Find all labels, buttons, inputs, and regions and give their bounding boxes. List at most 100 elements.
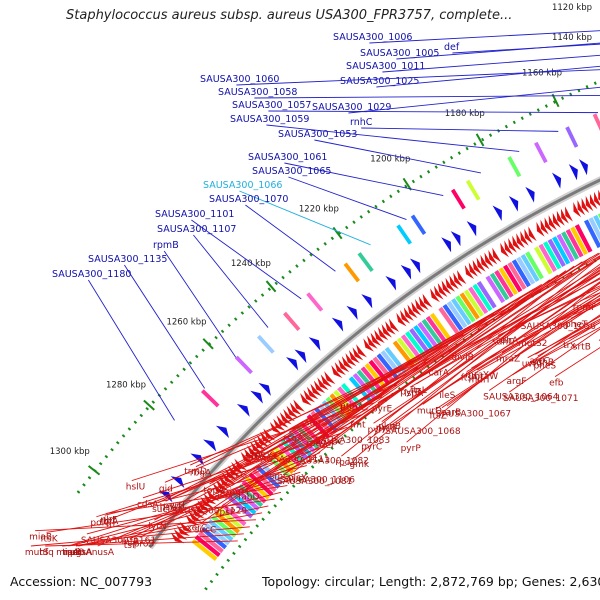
minus-gene-arrow <box>396 312 407 327</box>
minus-gene-arrow <box>476 257 486 272</box>
cog-block <box>352 372 376 399</box>
minus-gene-arrow <box>374 329 385 344</box>
minus-gene-label: lspA <box>404 389 424 399</box>
cog-block <box>227 495 254 519</box>
minus-gene-label: lytN <box>148 522 166 532</box>
minus-leader-line <box>471 288 600 369</box>
minus-leader-line <box>501 285 600 335</box>
tick-mark <box>87 465 101 476</box>
minus-gene-label: smc <box>270 472 288 482</box>
minus-gene-arrow <box>500 242 510 258</box>
minus-gene-label: sucD <box>152 505 174 515</box>
minus-gene-label: carA <box>429 369 450 379</box>
minus-gene-arrow <box>324 371 336 385</box>
cog-block-plus <box>592 113 600 131</box>
minus-gene-label: trmD <box>184 467 207 477</box>
minus-leader-line <box>535 315 600 355</box>
cog-block <box>194 534 221 558</box>
minus-gene-label: sdhA <box>496 336 519 346</box>
minus-gene-arrow <box>508 237 517 253</box>
plus-gene-arrow <box>578 159 588 176</box>
minus-gene-arrow <box>206 489 220 501</box>
minus-gene-arrow <box>320 374 333 388</box>
minus-gene-label: infB <box>122 538 140 548</box>
cog-block <box>494 269 514 298</box>
plus-gene-arrow <box>568 164 578 181</box>
cog-block <box>463 289 485 317</box>
cog-block <box>489 272 510 301</box>
minus-leader-line <box>68 471 301 547</box>
minus-leader-line <box>293 293 527 473</box>
minus-gene-arrow <box>313 380 326 394</box>
minus-leader-line <box>527 318 600 359</box>
cog-block <box>597 213 600 219</box>
minus-gene-label: SAUSA300_1111 <box>254 455 329 465</box>
minus-gene-label: pheT <box>565 320 588 330</box>
minus-leader-line <box>444 292 600 390</box>
minus-leader-line <box>86 478 294 535</box>
minus-leader-line <box>523 299 600 338</box>
minus-gene-label: miaB <box>29 533 52 543</box>
cog-block <box>583 219 600 249</box>
minus-gene-label: efb <box>549 379 564 389</box>
plus-gene-label: SAUSA300_1006 <box>333 32 412 43</box>
minus-gene-label: rbfA <box>99 517 119 527</box>
minus-gene-arrow <box>504 240 513 255</box>
cog-block <box>451 298 472 326</box>
minus-gene-label: ribF <box>100 515 117 525</box>
minus-leader-line <box>30 526 250 547</box>
minus-gene-arrow <box>300 393 312 406</box>
minus-gene-label: pyrH <box>163 502 185 512</box>
minus-gene-arrow <box>585 195 594 212</box>
tick-mark <box>143 399 155 411</box>
minus-gene-label: pheS <box>533 361 556 371</box>
minus-leader-line <box>78 512 263 547</box>
minus-gene-label: SAUSA300_1106 <box>280 475 356 485</box>
minus-gene-arrow <box>388 318 400 332</box>
plus-leader-line <box>239 190 371 246</box>
minus-gene-label: ftsY <box>255 451 272 461</box>
tick-label: 1200 kbp <box>370 154 410 164</box>
tick-label: 1300 kbp <box>50 447 90 457</box>
minus-leader-line <box>45 540 238 547</box>
minus-gene-label: ileS <box>439 391 456 401</box>
plus-gene-label: SAUSA300_1135 <box>88 254 167 265</box>
minus-gene-label: SAUSA300_1161 <box>81 536 156 546</box>
plus-gene-arrow <box>551 172 562 189</box>
minus-gene-label: argF <box>506 377 526 387</box>
gene-labels: SAUSA300_1006 SAUSA300_1005 def SAUSA300_10… <box>25 30 600 558</box>
minus-gene-arrow <box>445 277 455 292</box>
cog-block <box>252 468 277 493</box>
plus-gene-arrow <box>361 294 373 309</box>
plus-gene-arrow <box>346 305 358 320</box>
minus-gene-arrow <box>422 293 433 308</box>
cog-block <box>429 312 451 340</box>
minus-gene-label: cinA <box>72 548 92 558</box>
plus-leader-line <box>396 42 600 60</box>
tick-mark <box>402 177 412 191</box>
minus-gene-label: mraY <box>465 370 489 380</box>
minus-gene-arrow <box>253 438 266 451</box>
minus-gene-label: sun <box>305 419 321 429</box>
minus-leader-line <box>366 267 600 441</box>
cog-block <box>552 236 571 265</box>
minus-gene-arrow <box>540 219 549 235</box>
backbone-line <box>148 178 600 549</box>
cog-block <box>204 522 231 546</box>
cog-block <box>543 241 562 270</box>
cog-block <box>502 264 523 293</box>
plus-leader-line <box>268 110 599 114</box>
minus-leader-line <box>341 257 591 457</box>
cog-block <box>201 526 228 550</box>
cog-block <box>498 267 518 296</box>
minus-gene-label: ftsA <box>461 374 479 384</box>
plus-gene-arrow <box>525 186 535 203</box>
cog-block <box>561 231 580 260</box>
minus-leader-line <box>299 270 567 455</box>
minus-gene-label: rpsP <box>216 508 236 518</box>
minus-leader-line <box>477 295 600 371</box>
minus-gene-arrow <box>179 521 193 533</box>
minus-gene-label: uvrC <box>522 360 543 370</box>
plus-leader-line <box>382 54 600 73</box>
minus-gene-label: tsf <box>124 541 136 551</box>
